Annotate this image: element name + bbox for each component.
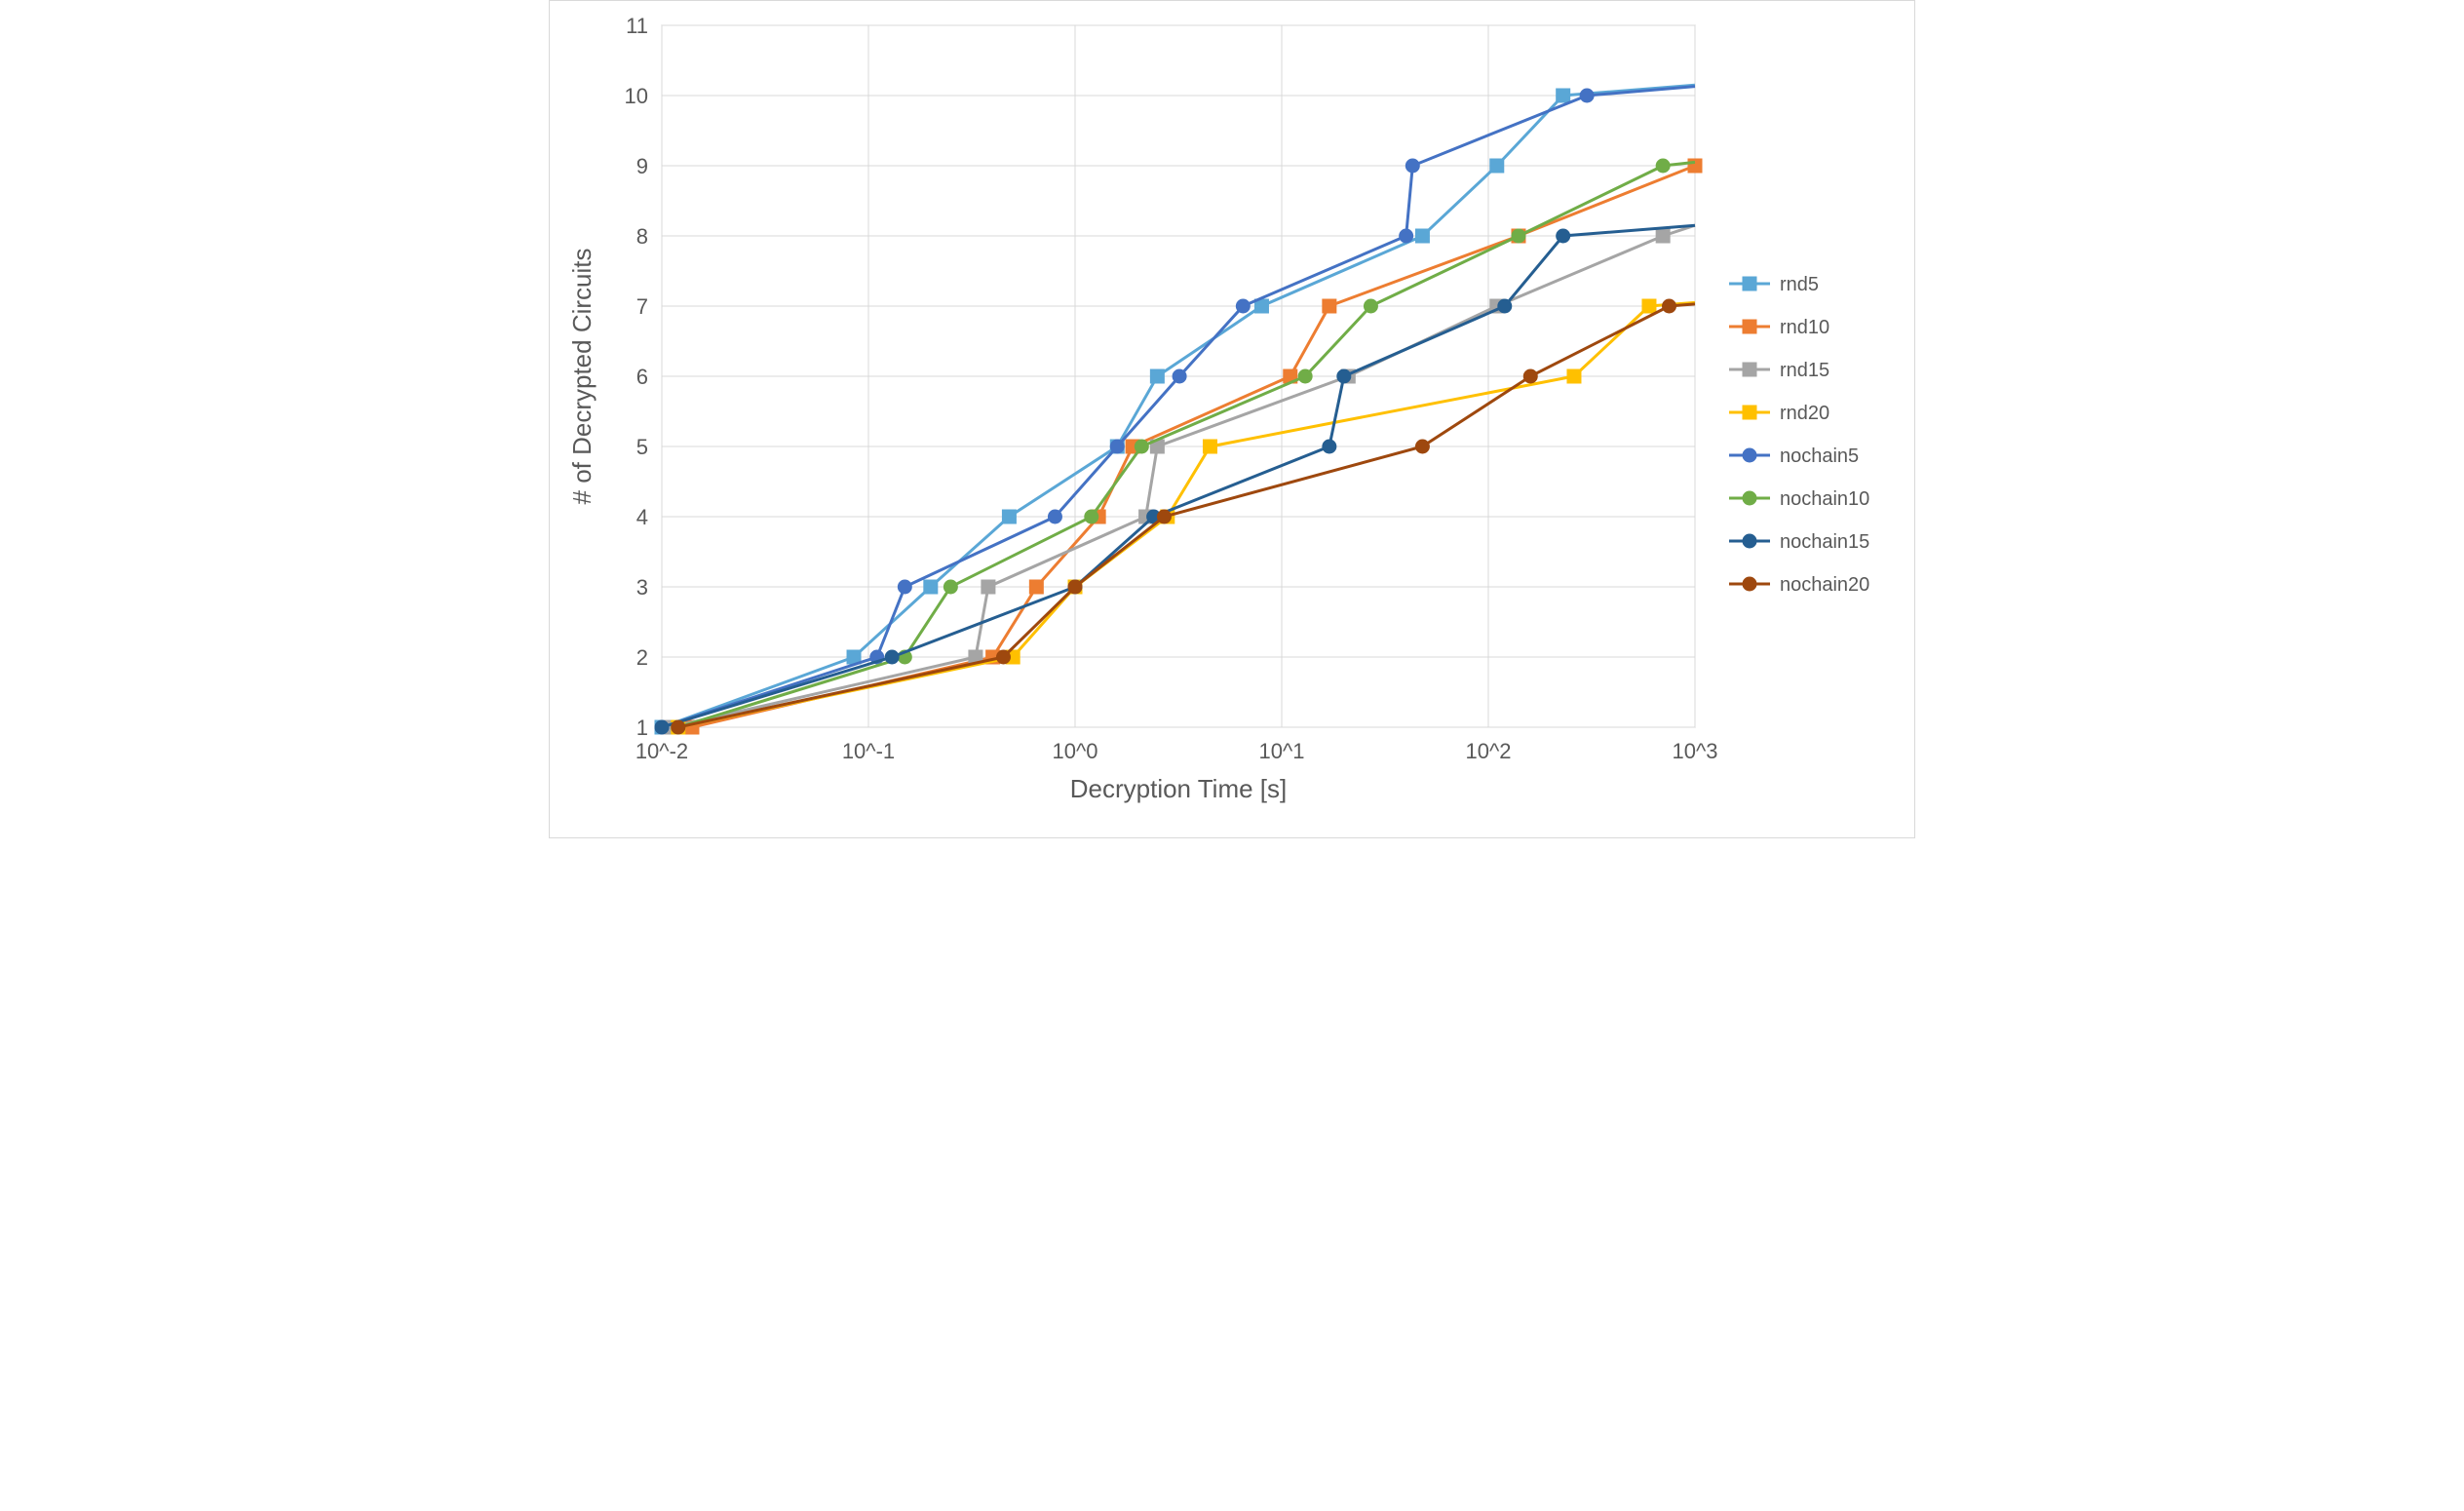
series-marker bbox=[1203, 440, 1216, 453]
series-marker bbox=[885, 650, 899, 664]
legend-label: rnd20 bbox=[1780, 403, 1829, 424]
series-marker bbox=[1173, 369, 1186, 383]
legend: rnd5 rnd10 rnd15 rnd20 nochain5 nochain10 noch… bbox=[1729, 274, 1869, 596]
legend-label: rnd15 bbox=[1780, 360, 1829, 381]
legend-label: rnd10 bbox=[1780, 317, 1829, 338]
series-marker bbox=[1512, 229, 1525, 243]
series-marker bbox=[1743, 491, 1756, 505]
chart-svg: 10^-2 10^-1 10^0 10^1 10^2 10^3 1 2 3 4 5 6 7 8 9 10 11 D… bbox=[550, 1, 1914, 837]
series-marker bbox=[672, 720, 685, 734]
series-line bbox=[662, 87, 1695, 727]
legend-item: rnd15 bbox=[1729, 360, 1829, 381]
series-marker bbox=[1743, 534, 1756, 548]
legend-item: rnd10 bbox=[1729, 317, 1829, 338]
series-marker bbox=[1029, 580, 1043, 594]
series-line bbox=[671, 225, 1695, 727]
series-marker bbox=[1298, 369, 1312, 383]
series-marker bbox=[1415, 229, 1429, 243]
series-marker bbox=[1498, 299, 1512, 313]
series-marker bbox=[1743, 448, 1756, 462]
series-marker bbox=[982, 580, 995, 594]
x-tick-label: 10^3 bbox=[1672, 739, 1717, 763]
legend-item: nochain20 bbox=[1729, 574, 1869, 596]
series-marker bbox=[1656, 229, 1670, 243]
series-marker bbox=[1150, 369, 1164, 383]
x-tick-label: 10^-1 bbox=[842, 739, 895, 763]
series-nochain15 bbox=[655, 225, 1695, 734]
series-marker bbox=[898, 580, 911, 594]
series-marker bbox=[1110, 440, 1124, 453]
series-marker bbox=[1048, 510, 1061, 523]
x-axis-title: Decryption Time [s] bbox=[1070, 774, 1288, 803]
series-marker bbox=[1580, 89, 1594, 102]
series-marker bbox=[943, 580, 957, 594]
legend-label: nochain5 bbox=[1780, 446, 1859, 467]
legend-label: nochain20 bbox=[1780, 574, 1869, 596]
series-nochain5 bbox=[655, 87, 1695, 734]
series-marker bbox=[1323, 440, 1336, 453]
series-line bbox=[662, 85, 1695, 727]
series-marker bbox=[1157, 510, 1171, 523]
series-marker bbox=[1743, 577, 1756, 591]
y-tick-label: 2 bbox=[636, 645, 648, 670]
legend-item: rnd20 bbox=[1729, 403, 1829, 424]
series-marker bbox=[1135, 440, 1148, 453]
series-marker bbox=[1415, 440, 1429, 453]
series-marker bbox=[924, 580, 938, 594]
y-tick-label: 3 bbox=[636, 575, 648, 600]
y-tick-label: 5 bbox=[636, 435, 648, 459]
series-marker bbox=[1523, 369, 1537, 383]
y-tick-label: 1 bbox=[636, 716, 648, 740]
y-axis-title: # of Decrypted Circuits bbox=[567, 249, 597, 505]
y-tick-label: 7 bbox=[636, 294, 648, 319]
series-marker bbox=[1567, 369, 1581, 383]
legend-item: nochain10 bbox=[1729, 488, 1869, 510]
series-marker bbox=[996, 650, 1010, 664]
series-marker bbox=[1405, 159, 1419, 173]
series-marker bbox=[1642, 299, 1656, 313]
series-marker bbox=[1068, 580, 1082, 594]
series-marker bbox=[1490, 159, 1504, 173]
x-tick-label: 10^1 bbox=[1258, 739, 1304, 763]
y-tick-label: 11 bbox=[626, 14, 648, 38]
series-line bbox=[662, 225, 1695, 727]
series-marker bbox=[1656, 159, 1670, 173]
series-marker bbox=[1743, 277, 1756, 291]
series-marker bbox=[1400, 229, 1413, 243]
series-marker bbox=[1557, 229, 1570, 243]
legend-label: nochain15 bbox=[1780, 531, 1869, 553]
legend-item: rnd5 bbox=[1729, 274, 1819, 295]
series-marker bbox=[1002, 510, 1016, 523]
y-tick-label: 4 bbox=[636, 505, 648, 529]
legend-item: nochain15 bbox=[1729, 531, 1869, 553]
y-tick-label: 10 bbox=[625, 84, 648, 108]
series-rnd15 bbox=[664, 225, 1695, 734]
legend-label: nochain10 bbox=[1780, 488, 1869, 510]
series-marker bbox=[1663, 299, 1676, 313]
legend-item: nochain5 bbox=[1729, 446, 1859, 467]
series-marker bbox=[1364, 299, 1377, 313]
series-marker bbox=[655, 720, 669, 734]
legend-label: rnd5 bbox=[1780, 274, 1819, 295]
x-tick-label: 10^0 bbox=[1052, 739, 1097, 763]
series-rnd5 bbox=[655, 85, 1695, 734]
series-marker bbox=[1236, 299, 1250, 313]
series-line bbox=[678, 162, 1695, 727]
y-tick-label: 8 bbox=[636, 224, 648, 249]
series-marker bbox=[1743, 363, 1756, 376]
series-marker bbox=[1085, 510, 1098, 523]
series-marker bbox=[1337, 369, 1351, 383]
series-marker bbox=[1743, 406, 1756, 419]
series-marker bbox=[1557, 89, 1570, 102]
chart-container: 10^-2 10^-1 10^0 10^1 10^2 10^3 1 2 3 4 5 6 7 8 9 10 11 D… bbox=[549, 0, 1915, 838]
x-tick-label: 10^-2 bbox=[635, 739, 688, 763]
x-tick-label: 10^2 bbox=[1465, 739, 1511, 763]
y-tick-label: 9 bbox=[636, 154, 648, 178]
series-marker bbox=[1688, 159, 1702, 173]
y-tick-label: 6 bbox=[636, 365, 648, 389]
series-marker bbox=[1743, 320, 1756, 333]
series-marker bbox=[1323, 299, 1336, 313]
